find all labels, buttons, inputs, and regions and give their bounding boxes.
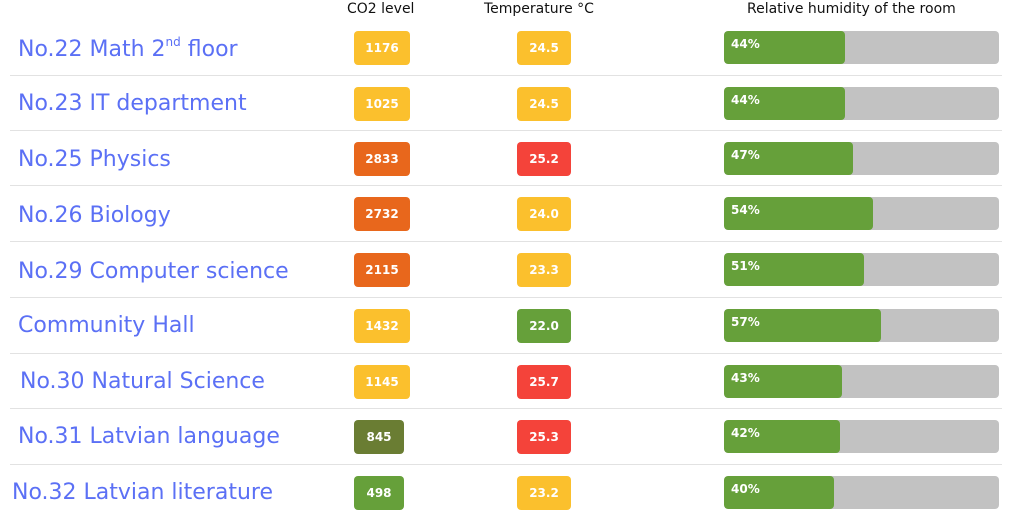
temperature-badge: 22.0 (517, 309, 571, 343)
room-name-text: No.29 Computer science (18, 259, 289, 284)
humidity-bar-fill (724, 365, 842, 398)
co2-badge: 2833 (354, 142, 410, 176)
temperature-badge: 24.5 (517, 87, 571, 121)
humidity-bar-fill (724, 253, 864, 286)
row-divider (10, 75, 1002, 76)
co2-badge: 2732 (354, 197, 410, 231)
co2-badge: 1176 (354, 31, 410, 65)
humidity-bar-fill (724, 142, 853, 175)
room-name-text: No.31 Latvian language (18, 424, 280, 449)
room-row: No.23 IT department 1025 24.5 44% (0, 76, 1024, 131)
humidity-value: 47% (731, 148, 760, 162)
room-name[interactable]: Community Hall (18, 313, 195, 339)
temperature-column-header: Temperature °C (484, 1, 594, 17)
co2-badge: 1025 (354, 87, 410, 121)
room-row: Community Hall 1432 22.0 57% (0, 298, 1024, 354)
room-row: No.31 Latvian language 845 25.3 42% (0, 409, 1024, 465)
humidity-bar-track: 44% (724, 87, 999, 120)
room-name-text: No.32 Latvian literature (12, 480, 274, 505)
humidity-column-header: Relative humidity of the room (747, 1, 956, 17)
room-name-superscript: nd (165, 35, 181, 49)
row-divider (10, 353, 1002, 354)
temperature-badge: 24.0 (517, 197, 571, 231)
room-name[interactable]: No.32 Latvian literature (12, 480, 273, 506)
room-name-text: No.26 Biology (18, 203, 171, 228)
room-row: No.32 Latvian literature 498 23.2 40% (0, 465, 1024, 513)
humidity-value: 43% (731, 371, 760, 385)
room-name-suffix: floor (180, 37, 238, 62)
row-divider (10, 297, 1002, 298)
humidity-bar-fill (724, 31, 845, 64)
humidity-bar-track: 44% (724, 31, 999, 64)
co2-column-header: CO2 level (347, 1, 415, 17)
room-name-text: Community Hall (18, 313, 195, 338)
humidity-value: 57% (731, 315, 760, 329)
humidity-bar-fill (724, 197, 873, 230)
room-row: No.22 Math 2nd floor 1176 24.5 44% (0, 20, 1024, 76)
room-name-text: No.22 Math 2 (18, 37, 166, 62)
temperature-badge: 23.3 (517, 253, 571, 287)
humidity-bar-fill (724, 420, 840, 453)
room-row: No.29 Computer science 2115 23.3 51% (0, 242, 1024, 298)
room-row: No.25 Physics 2833 25.2 47% (0, 131, 1024, 186)
co2-badge: 1145 (354, 365, 410, 399)
row-divider (10, 408, 1002, 409)
temperature-badge: 23.2 (517, 476, 571, 510)
temperature-badge: 25.2 (517, 142, 571, 176)
co2-badge: 1432 (354, 309, 410, 343)
room-name-text: No.25 Physics (18, 147, 171, 172)
temperature-badge: 25.7 (517, 365, 571, 399)
humidity-value: 54% (731, 203, 760, 217)
room-name[interactable]: No.31 Latvian language (18, 424, 280, 450)
room-row: No.30 Natural Science 1145 25.7 43% (0, 354, 1024, 409)
humidity-bar-fill (724, 309, 881, 342)
room-name[interactable]: No.25 Physics (18, 147, 171, 173)
temperature-badge: 24.5 (517, 31, 571, 65)
humidity-value: 42% (731, 426, 760, 440)
humidity-value: 44% (731, 37, 760, 51)
humidity-bar-fill (724, 476, 834, 509)
room-name[interactable]: No.30 Natural Science (20, 369, 265, 395)
room-name[interactable]: No.26 Biology (18, 203, 171, 229)
temperature-badge: 25.3 (517, 420, 571, 454)
co2-badge: 498 (354, 476, 404, 510)
co2-badge: 2115 (354, 253, 410, 287)
humidity-bar-fill (724, 87, 845, 120)
room-row: No.26 Biology 2732 24.0 54% (0, 186, 1024, 242)
row-divider (10, 130, 1002, 131)
row-divider (10, 241, 1002, 242)
row-divider (10, 185, 1002, 186)
humidity-bar-track: 43% (724, 365, 999, 398)
humidity-bar-track: 51% (724, 253, 999, 286)
room-name[interactable]: No.29 Computer science (18, 259, 289, 285)
co2-badge: 845 (354, 420, 404, 454)
humidity-value: 40% (731, 482, 760, 496)
room-name-text: No.23 IT department (18, 91, 247, 116)
humidity-value: 44% (731, 93, 760, 107)
room-name-text: No.30 Natural Science (20, 369, 265, 394)
row-divider (10, 464, 1002, 465)
humidity-bar-track: 54% (724, 197, 999, 230)
humidity-bar-track: 40% (724, 476, 999, 509)
humidity-value: 51% (731, 259, 760, 273)
humidity-bar-track: 47% (724, 142, 999, 175)
room-name[interactable]: No.22 Math 2nd floor (18, 35, 238, 63)
humidity-bar-track: 42% (724, 420, 999, 453)
humidity-bar-track: 57% (724, 309, 999, 342)
room-name[interactable]: No.23 IT department (18, 91, 247, 117)
